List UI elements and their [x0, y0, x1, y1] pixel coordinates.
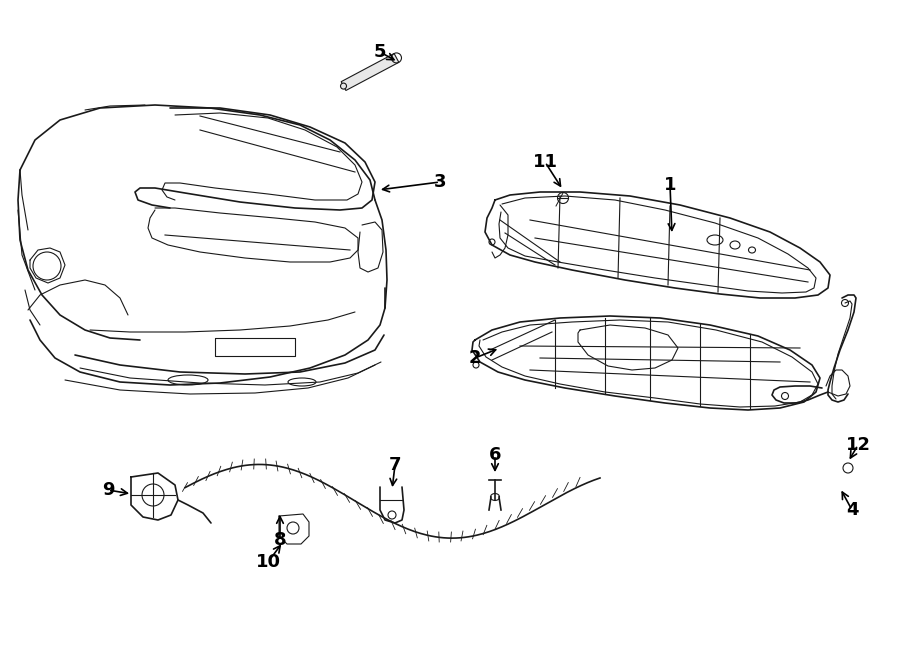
Text: 6: 6 [489, 446, 501, 464]
Text: 4: 4 [846, 501, 859, 519]
Text: 12: 12 [845, 436, 870, 454]
Ellipse shape [340, 83, 346, 89]
Text: 2: 2 [469, 349, 482, 367]
Text: 1: 1 [664, 176, 676, 194]
Polygon shape [341, 54, 399, 91]
Text: 11: 11 [533, 153, 557, 171]
Text: 8: 8 [274, 531, 286, 549]
Text: 7: 7 [389, 456, 401, 474]
Text: 3: 3 [434, 173, 446, 191]
Text: 5: 5 [374, 43, 386, 61]
Text: 9: 9 [102, 481, 114, 499]
Text: 10: 10 [256, 553, 281, 571]
